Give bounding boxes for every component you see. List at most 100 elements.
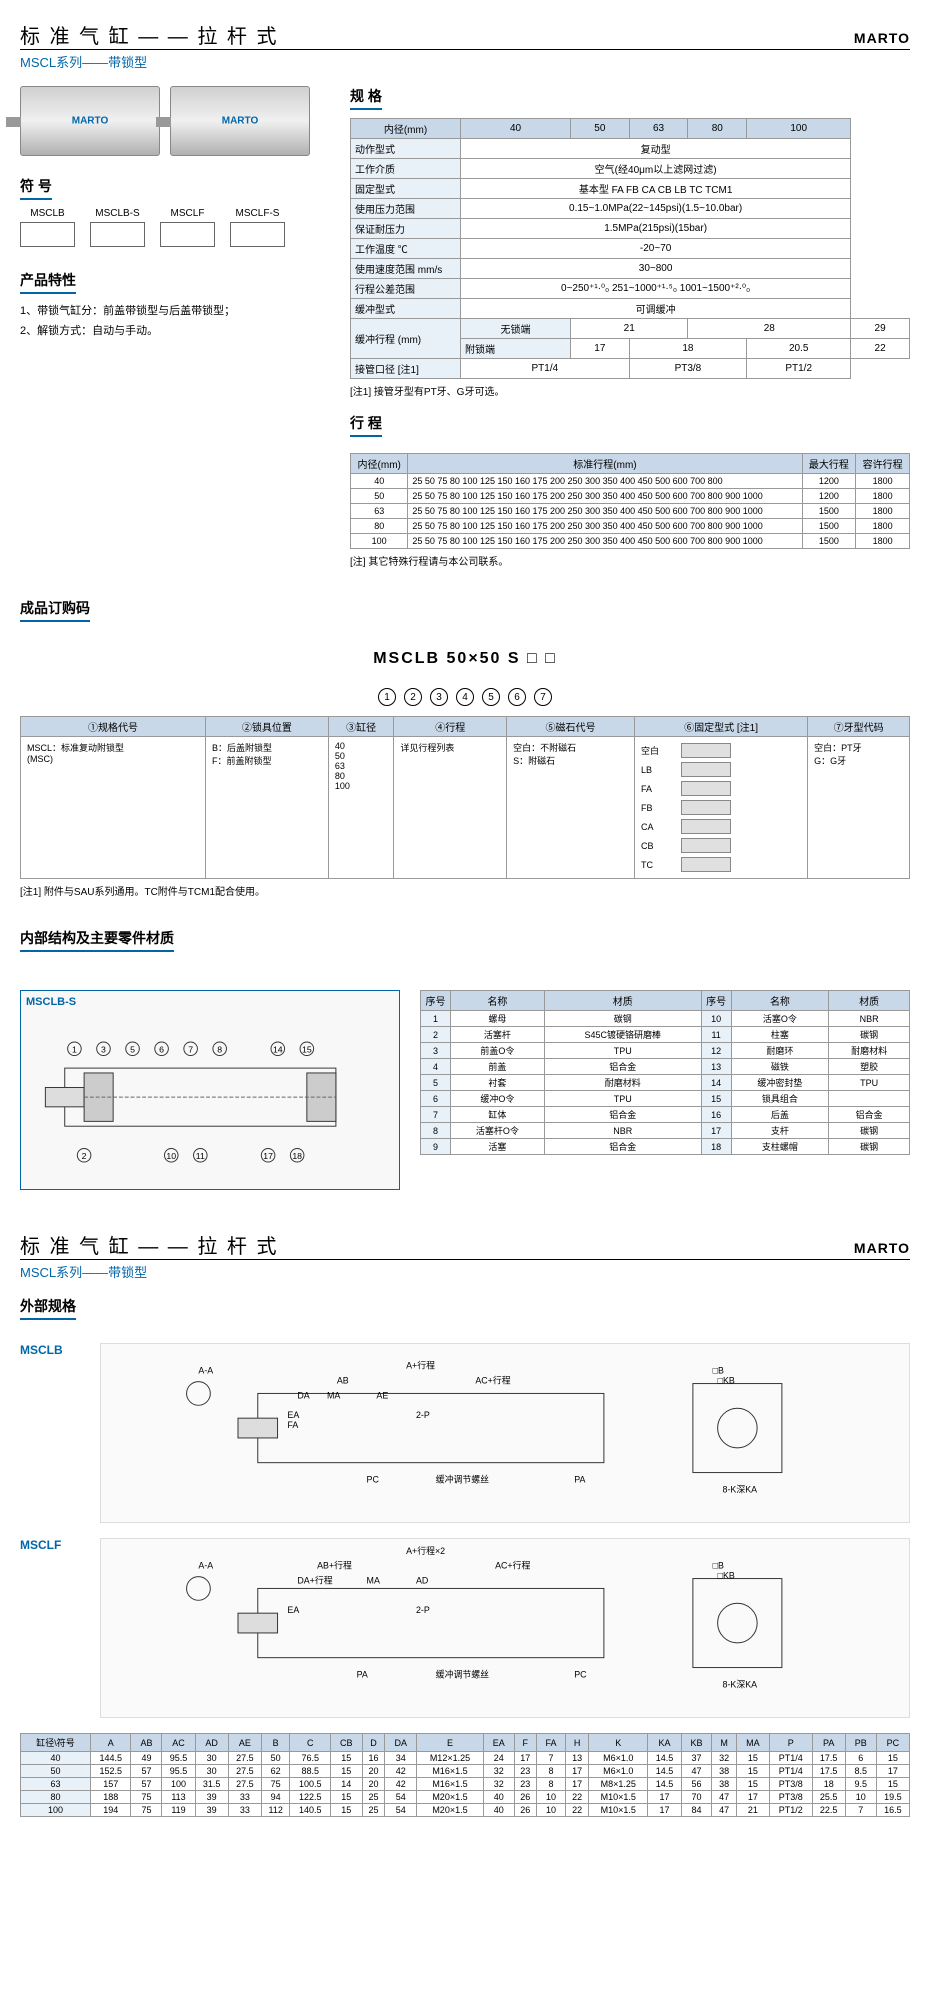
spec-value: 基本型 FA FB CA CB LB TC TCM1 — [461, 179, 851, 199]
svg-text:A+行程: A+行程 — [406, 1360, 435, 1371]
stroke-table: 内径(mm) 标准行程(mm) 最大行程 容许行程 4025 50 75 80 … — [350, 453, 910, 549]
symbol-icon — [20, 222, 75, 247]
dim-cell: 70 — [681, 1791, 712, 1804]
parts-header: 内部结构及主要零件材质 — [20, 928, 174, 952]
dim-cell: 15 — [736, 1778, 769, 1791]
dim-cell: 10 — [536, 1791, 565, 1804]
parts-cell: 前盖 — [451, 1059, 545, 1075]
parts-cell: 1 — [421, 1011, 451, 1027]
spec-label: 使用速度范围 mm/s — [351, 259, 461, 279]
dim-cell: 63 — [21, 1778, 91, 1791]
stroke-cell: 50 — [351, 489, 408, 504]
dim-cell: 6 — [845, 1752, 876, 1765]
svg-text:MA: MA — [367, 1576, 380, 1586]
spec-th: 内径(mm) — [351, 119, 461, 139]
dim-cell: 26 — [514, 1791, 536, 1804]
svg-text:□KB: □KB — [718, 1376, 735, 1386]
svg-text:DA: DA — [297, 1390, 309, 1400]
dim-cell: 14 — [330, 1778, 362, 1791]
svg-text:2-P: 2-P — [416, 1605, 430, 1615]
dim-cell: M8×1.25 — [589, 1778, 648, 1791]
dim-cell: 75 — [131, 1791, 162, 1804]
parts-cell: 碳钢 — [544, 1011, 701, 1027]
parts-cell — [829, 1091, 910, 1107]
stroke-header: 行 程 — [350, 413, 382, 437]
parts-cell: 耐磨材料 — [829, 1043, 910, 1059]
model-label: MSCLB — [20, 1343, 80, 1357]
svg-text:AC+行程: AC+行程 — [475, 1375, 510, 1386]
order-th: ⑤磁石代号 — [507, 717, 635, 737]
svg-text:8-K深KA: 8-K深KA — [723, 1679, 758, 1689]
order-th: ③缸径 — [328, 717, 394, 737]
dim-cell: 16 — [362, 1752, 385, 1765]
parts-diagram: MSCLB-S 1 3 5 6 7 8 14 15 2 10 11 17 18 — [20, 990, 400, 1190]
dim-cell: 14.5 — [648, 1765, 681, 1778]
dim-cell: 21 — [736, 1804, 769, 1817]
spec-value: 30~800 — [461, 259, 851, 279]
svg-text:AC+行程: AC+行程 — [495, 1560, 530, 1571]
stroke-cell: 1500 — [802, 534, 856, 549]
dim-cell: 15 — [876, 1778, 909, 1791]
svg-text:缓冲调节螺丝: 缓冲调节螺丝 — [436, 1668, 489, 1679]
brand-label: MARTO — [854, 30, 910, 46]
dim-cell: M12×1.25 — [417, 1752, 484, 1765]
dim-cell: 17 — [566, 1765, 589, 1778]
dim-cell: 13 — [566, 1752, 589, 1765]
parts-cell: 10 — [701, 1011, 731, 1027]
symbol-icon — [230, 222, 285, 247]
stroke-cell: 1500 — [802, 504, 856, 519]
order-th: ⑦牙型代码 — [808, 717, 910, 737]
dim-cell: 8.5 — [845, 1765, 876, 1778]
stroke-th: 标准行程(mm) — [408, 454, 802, 474]
parts-cell: 铝合金 — [829, 1107, 910, 1123]
dim-cell: 24 — [483, 1752, 514, 1765]
stroke-cell: 63 — [351, 504, 408, 519]
svg-text:1: 1 — [72, 1045, 77, 1055]
spec-value: 可调缓冲 — [461, 299, 851, 319]
svg-text:15: 15 — [302, 1045, 312, 1055]
svg-text:10: 10 — [166, 1151, 176, 1161]
stroke-cell: 25 50 75 80 100 125 150 160 175 200 250 … — [408, 474, 802, 489]
dim-cell: 31.5 — [195, 1778, 228, 1791]
dim-cell: 23 — [514, 1778, 536, 1791]
svg-text:EA: EA — [287, 1605, 299, 1615]
stroke-cell: 1200 — [802, 489, 856, 504]
stroke-cell: 1800 — [856, 489, 910, 504]
svg-text:PC: PC — [574, 1669, 587, 1679]
page-subtitle: MSCL系列——带锁型 — [20, 52, 910, 71]
dim-cell: 152.5 — [90, 1765, 131, 1778]
svg-text:DA+行程: DA+行程 — [297, 1575, 332, 1586]
dim-cell: 100.5 — [290, 1778, 331, 1791]
dim-cell: 18 — [812, 1778, 845, 1791]
dim-cell: M6×1.0 — [589, 1752, 648, 1765]
parts-cell: 5 — [421, 1075, 451, 1091]
svg-text:14: 14 — [273, 1045, 283, 1055]
dim-cell: 88.5 — [290, 1765, 331, 1778]
svg-text:8-K深KA: 8-K深KA — [723, 1484, 758, 1494]
dim-cell: 7 — [536, 1752, 565, 1765]
symbol-icon — [160, 222, 215, 247]
dim-cell: 22 — [566, 1804, 589, 1817]
dim-cell: 56 — [681, 1778, 712, 1791]
order-note: [注1] 附件与SAU系列通用。TC附件与TCM1配合使用。 — [20, 883, 910, 898]
dim-cell: 10 — [536, 1804, 565, 1817]
order-th: ⑥固定型式 [注1] — [634, 717, 807, 737]
dim-cell: 17 — [876, 1765, 909, 1778]
dim-cell: 15 — [330, 1765, 362, 1778]
svg-text:5: 5 — [130, 1045, 135, 1055]
parts-cell: TPU — [829, 1075, 910, 1091]
dim-cell: M16×1.5 — [417, 1778, 484, 1791]
dim-cell: 100 — [162, 1778, 195, 1791]
spec-label: 使用压力范围 — [351, 199, 461, 219]
svg-text:2: 2 — [82, 1151, 87, 1161]
dim-cell: 17 — [736, 1791, 769, 1804]
dim-cell: 15 — [330, 1804, 362, 1817]
page-subtitle-2: MSCL系列——带锁型 — [20, 1262, 910, 1281]
dim-cell: 38 — [712, 1778, 736, 1791]
spec-label: 工作温度 ℃ — [351, 239, 461, 259]
spec-th: 40 — [461, 119, 571, 139]
dim-cell: 30 — [195, 1765, 228, 1778]
dim-cell: M16×1.5 — [417, 1765, 484, 1778]
parts-cell: 铝合金 — [544, 1059, 701, 1075]
parts-cell: 支杆 — [731, 1123, 829, 1139]
